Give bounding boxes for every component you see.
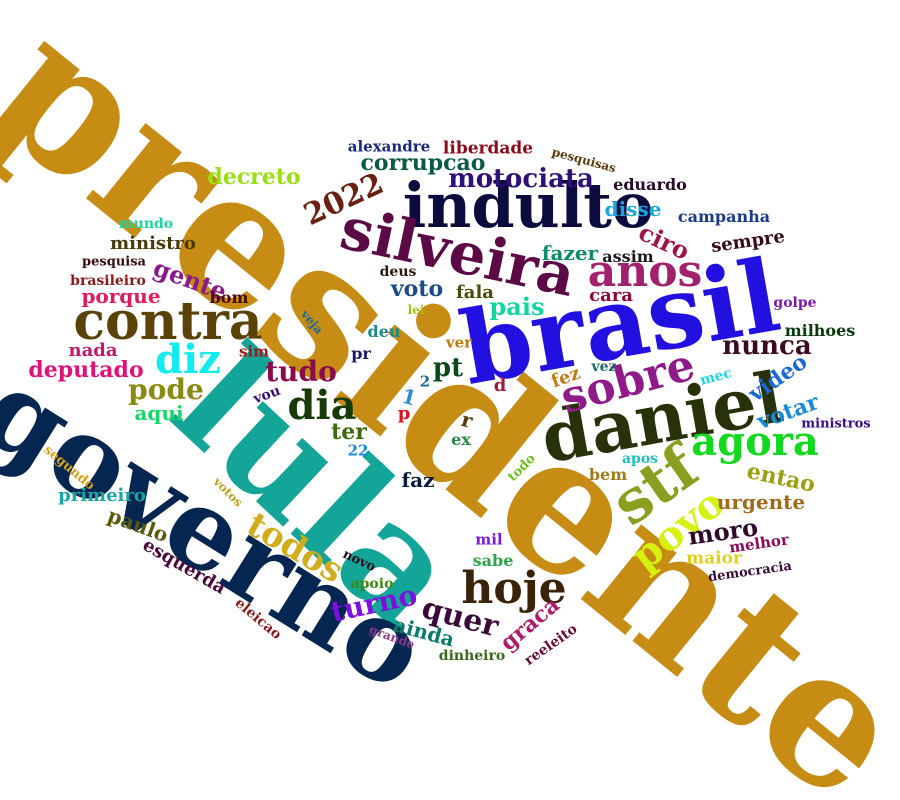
word-pt: pt xyxy=(432,353,464,383)
word-lei: lei xyxy=(407,303,425,317)
word-milhoes: milhoes xyxy=(784,321,856,340)
word-mil: mil xyxy=(475,530,503,549)
word-ver: ver xyxy=(445,333,473,352)
word-2: 2 xyxy=(419,372,431,391)
word-golpe: golpe xyxy=(773,295,817,311)
word-fazer: fazer xyxy=(541,241,599,265)
word-deputado: deputado xyxy=(28,357,144,383)
word-campanha: campanha xyxy=(677,207,771,226)
word-apos: apos xyxy=(621,451,659,467)
word-d: d xyxy=(493,375,507,396)
word-deus: deus xyxy=(379,264,417,280)
word-sempre: sempre xyxy=(709,225,787,258)
word-primeiro: primeiro xyxy=(58,485,146,506)
word-fala: fala xyxy=(456,282,494,303)
word-pr: pr xyxy=(351,344,371,363)
word-disse: disse xyxy=(604,197,662,221)
word-mundo: mundo xyxy=(118,216,174,232)
word-urgente: urgente xyxy=(716,490,806,514)
word-aqui: aqui xyxy=(134,401,184,425)
word-sabe: sabe xyxy=(472,551,514,570)
word-dia: dia xyxy=(287,382,357,429)
word-porque: porque xyxy=(81,284,161,308)
word-decreto: decreto xyxy=(207,164,301,190)
word-voto: voto xyxy=(390,276,444,302)
word-deu: deu xyxy=(367,322,401,341)
word-alexandre: alexandre xyxy=(347,137,431,156)
word-bem: bem xyxy=(588,465,628,484)
word-faz: faz xyxy=(401,468,435,492)
word-diz: diz xyxy=(155,336,221,383)
word-sim: sim xyxy=(238,342,270,361)
word-indulto: indulto xyxy=(402,169,654,242)
word-p: p xyxy=(397,403,411,424)
word-motociata: motociata xyxy=(448,164,594,194)
word-bom: bom xyxy=(209,288,249,307)
word-tudo: tudo xyxy=(265,355,337,388)
word-ter: ter xyxy=(331,419,367,445)
word-pais: pais xyxy=(489,292,545,321)
word-dinheiro: dinheiro xyxy=(438,648,506,664)
word-maior: maior xyxy=(686,548,742,569)
word-eduardo: eduardo xyxy=(613,175,687,194)
word-anos: anos xyxy=(587,246,703,297)
word-nada: nada xyxy=(68,340,118,361)
word-brasileiro: brasileiro xyxy=(70,273,146,289)
word-ministros: ministros xyxy=(801,416,871,432)
word-corrupcao: corrupcao xyxy=(360,150,486,176)
word-cara: cara xyxy=(589,285,633,306)
word-contra: contra xyxy=(73,291,263,352)
word-assim: assim xyxy=(602,247,654,266)
word-apoio: apoio xyxy=(350,576,394,592)
word-agora: agora xyxy=(691,418,819,465)
word-pesquisa: pesquisa xyxy=(82,254,146,270)
word-ex: ex xyxy=(451,430,471,449)
word-liberdade: liberdade xyxy=(442,138,534,159)
word-ministro: ministro xyxy=(110,233,196,254)
word-pode: pode xyxy=(128,373,204,406)
word-nunca: nunca xyxy=(722,331,812,361)
word-vez: vez xyxy=(591,359,617,375)
word-hoje: hoje xyxy=(461,563,567,614)
word-22: 22 xyxy=(347,441,369,460)
